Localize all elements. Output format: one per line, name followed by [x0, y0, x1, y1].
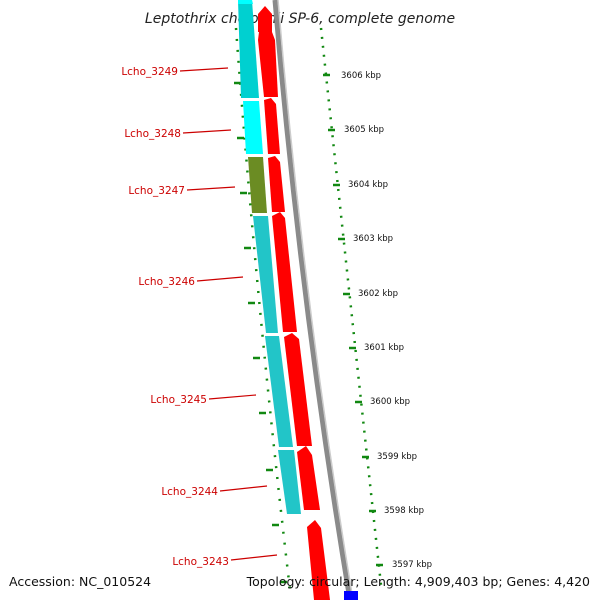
accession-label: Accession: NC_010524	[9, 574, 151, 589]
map-title: Leptothrix cholodnii SP-6, complete geno…	[145, 11, 455, 27]
kbp-label: 3605 kbp	[344, 125, 384, 135]
gene-label-lcho-3246: Lcho_3246	[138, 276, 195, 288]
inner-tick-marks	[234, 81, 287, 584]
gene-label-lcho-3247: Lcho_3247	[128, 185, 185, 197]
gene-class-track	[238, 0, 301, 514]
gene-arrow-3245	[284, 333, 312, 446]
kbp-label: 3597 kbp	[392, 560, 432, 570]
gene-labels: Lcho_3249 Lcho_3248 Lcho_3247 Lcho_3246 …	[121, 66, 229, 568]
gene-class-box-3247	[248, 157, 267, 213]
gene-label-lcho-3244: Lcho_3244	[161, 486, 218, 498]
gene-arrow-3246	[272, 212, 297, 332]
genome-backbone	[272, 0, 353, 600]
gene-class-box-3249	[238, 0, 259, 98]
gene-arrows	[258, 6, 330, 600]
kbp-scale-labels: 3606 kbp 3605 kbp 3604 kbp 3603 kbp 3602…	[341, 71, 432, 570]
outer-tick-marks	[323, 73, 383, 567]
gene-label-lcho-3245: Lcho_3245	[150, 394, 207, 406]
genome-summary-label: Topology: circular; Length: 4,909,403 bp…	[246, 574, 590, 589]
kbp-label: 3603 kbp	[353, 234, 393, 244]
gene-class-box-3245	[265, 336, 293, 447]
kbp-label: 3601 kbp	[364, 343, 404, 353]
gene-label-lcho-3249: Lcho_3249	[121, 66, 178, 78]
gene-arrow-3249-top	[258, 6, 272, 32]
gene-class-box-3249-top	[238, 0, 253, 4]
gene-arrow-3247	[268, 156, 285, 212]
gene-class-box-3248	[243, 101, 263, 154]
gene-arrow-3248	[264, 98, 280, 154]
kbp-label: 3602 kbp	[358, 289, 398, 299]
gene-class-box-3246	[253, 216, 278, 333]
gene-leader-lines	[179, 67, 278, 561]
gene-class-box-3244	[278, 450, 301, 514]
kbp-label: 3604 kbp	[348, 180, 388, 190]
gene-arrow-3243	[307, 520, 330, 600]
gene-arrow-3249	[258, 32, 278, 97]
blue-feature	[344, 591, 358, 600]
gene-label-lcho-3248: Lcho_3248	[124, 128, 181, 140]
gene-arrow-3244	[297, 446, 320, 510]
kbp-label: 3600 kbp	[370, 397, 410, 407]
inner-scale-dotted-line	[234, 27, 292, 591]
gene-label-lcho-3243: Lcho_3243	[172, 556, 229, 568]
kbp-label: 3606 kbp	[341, 71, 381, 81]
outer-scale-dotted-line	[319, 27, 383, 586]
kbp-label: 3599 kbp	[377, 452, 417, 462]
kbp-label: 3598 kbp	[384, 506, 424, 516]
